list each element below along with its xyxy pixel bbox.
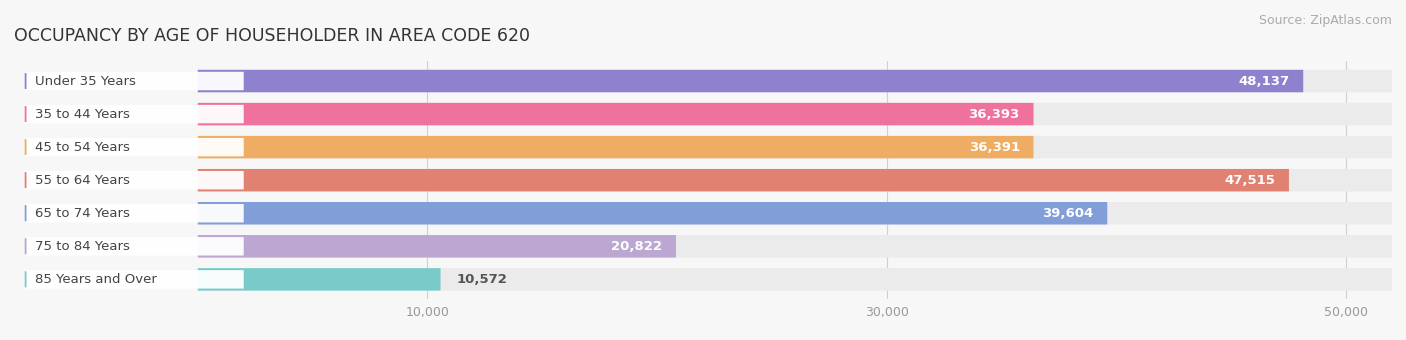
FancyBboxPatch shape <box>198 70 1392 92</box>
FancyBboxPatch shape <box>25 138 243 156</box>
Text: Under 35 Years: Under 35 Years <box>35 74 135 87</box>
FancyBboxPatch shape <box>198 235 1392 258</box>
FancyBboxPatch shape <box>198 169 1289 191</box>
Text: 85 Years and Over: 85 Years and Over <box>35 273 156 286</box>
FancyBboxPatch shape <box>198 136 1033 158</box>
FancyBboxPatch shape <box>198 70 1303 92</box>
FancyBboxPatch shape <box>25 204 243 222</box>
FancyBboxPatch shape <box>198 103 1392 125</box>
Text: 75 to 84 Years: 75 to 84 Years <box>35 240 129 253</box>
FancyBboxPatch shape <box>25 237 243 256</box>
Text: 45 to 54 Years: 45 to 54 Years <box>35 141 129 154</box>
FancyBboxPatch shape <box>198 235 676 258</box>
FancyBboxPatch shape <box>198 169 1392 191</box>
Text: 65 to 74 Years: 65 to 74 Years <box>35 207 129 220</box>
FancyBboxPatch shape <box>198 268 1392 291</box>
Text: 55 to 64 Years: 55 to 64 Years <box>35 174 129 187</box>
Text: 10,572: 10,572 <box>457 273 508 286</box>
FancyBboxPatch shape <box>198 202 1108 224</box>
Text: OCCUPANCY BY AGE OF HOUSEHOLDER IN AREA CODE 620: OCCUPANCY BY AGE OF HOUSEHOLDER IN AREA … <box>14 27 530 45</box>
Text: 47,515: 47,515 <box>1225 174 1275 187</box>
FancyBboxPatch shape <box>25 105 243 123</box>
FancyBboxPatch shape <box>198 268 440 291</box>
FancyBboxPatch shape <box>198 136 1392 158</box>
Text: 39,604: 39,604 <box>1042 207 1094 220</box>
Text: 20,822: 20,822 <box>612 240 662 253</box>
FancyBboxPatch shape <box>25 171 243 189</box>
Text: 36,391: 36,391 <box>969 141 1019 154</box>
Text: 35 to 44 Years: 35 to 44 Years <box>35 107 129 121</box>
Text: 48,137: 48,137 <box>1239 74 1289 87</box>
Text: 36,393: 36,393 <box>969 107 1019 121</box>
FancyBboxPatch shape <box>198 103 1033 125</box>
FancyBboxPatch shape <box>25 270 243 289</box>
Text: Source: ZipAtlas.com: Source: ZipAtlas.com <box>1258 14 1392 27</box>
FancyBboxPatch shape <box>198 202 1392 224</box>
FancyBboxPatch shape <box>25 72 243 90</box>
